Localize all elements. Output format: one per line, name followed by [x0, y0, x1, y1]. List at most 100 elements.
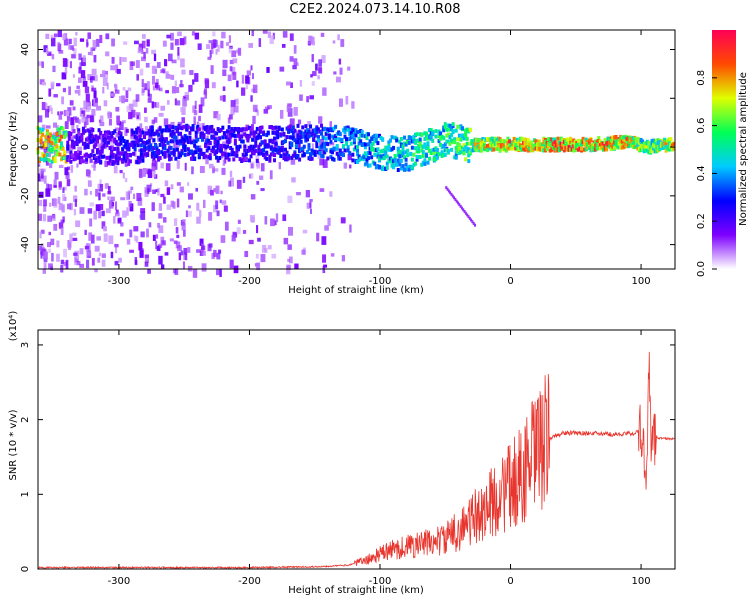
spectrogram-noise-cell: [148, 222, 152, 228]
spectrogram-ridge-cell: [41, 152, 45, 157]
spectrogram-ridge-cell: [634, 136, 638, 141]
spectrogram-ridge-cell: [202, 151, 206, 156]
spectrogram-ridge-cell: [78, 156, 82, 161]
spectrogram-ridge-cell: [332, 146, 336, 151]
spectrogram-noise-cell: [147, 268, 151, 274]
spectrogram-noise-cell: [47, 52, 52, 56]
spectrogram-noise-cell: [58, 181, 62, 188]
spectrogram-ridge-cell: [274, 130, 278, 135]
spectrogram-ridge-cell: [450, 147, 454, 152]
spectrogram-ridge-cell: [265, 150, 269, 155]
spectrogram-ridge-cell: [586, 145, 590, 150]
spectrogram-noise-cell: [94, 245, 100, 252]
spectrogram-noise-cell: [107, 110, 111, 119]
spectrogram-x-label: Height of straight line (km): [288, 285, 424, 296]
spectrogram-ridge-cell: [64, 159, 68, 164]
spectrogram-noise-cell: [74, 256, 77, 266]
spectrogram-noise-cell: [73, 208, 77, 216]
spectrogram-ridge-cell: [550, 137, 554, 142]
spectrogram-ridge-cell: [645, 141, 649, 146]
spectrogram-ridge-cell: [180, 126, 184, 131]
spectrogram-noise-cell: [139, 123, 143, 131]
spectrogram-ridge-cell: [114, 158, 118, 163]
spectrogram-ridge-cell: [645, 148, 649, 153]
spectrogram-ridge-cell: [316, 138, 320, 143]
spectrogram-noise-cell: [113, 165, 118, 174]
spectrogram-noise-cell: [103, 233, 108, 242]
spectrogram-ridge-cell: [157, 148, 161, 153]
spectrogram-noise-cell: [176, 182, 181, 186]
spectrogram-ridge-cell: [663, 145, 667, 150]
spectrogram-ridge-cell: [551, 145, 555, 150]
spectrogram-ridge-cell: [262, 153, 266, 158]
spectrogram-ridge-cell: [233, 141, 237, 146]
spectrogram-ridge-cell: [200, 134, 204, 139]
spectrogram-ridge-cell: [227, 157, 231, 162]
spectrogram-noise-cell: [83, 110, 86, 119]
spectrogram-noise-cell: [147, 187, 150, 194]
spectrogram-ridge-cell: [191, 152, 195, 157]
spectrogram-ridge-cell: [465, 141, 469, 146]
spectrogram-ridge-cell: [304, 129, 308, 134]
spectrogram-ridge-cell: [526, 138, 530, 143]
spectrogram-ridge-cell: [304, 124, 308, 129]
spectrogram-noise-cell: [198, 104, 203, 113]
spectrogram-ridge-cell: [260, 148, 264, 153]
spectrogram-ridge-cell: [440, 145, 444, 150]
spectrogram-ridge-cell: [569, 145, 573, 150]
spectrogram-ridge-cell: [641, 143, 645, 148]
spectrogram-noise-cell: [133, 226, 139, 232]
spectrogram-noise-cell: [77, 146, 82, 153]
spectrogram-ridge-cell: [307, 146, 311, 151]
spectrogram-ridge-cell: [298, 129, 302, 134]
spectrogram-noise-cell: [173, 218, 178, 226]
spectrogram-ridge-cell: [522, 143, 526, 148]
spectrogram-noise-cell: [79, 207, 85, 214]
spectrogram-ridge-cell: [619, 145, 623, 150]
spectrogram-ridge-cell: [390, 158, 394, 163]
spectrogram-ridge-cell: [175, 147, 179, 152]
spectrogram-ridge-cell: [171, 125, 175, 130]
spectrogram-ridge-cell: [612, 146, 616, 151]
spectrogram-noise-cell: [41, 124, 46, 131]
colorbar-tick-label: 0.2: [696, 213, 707, 229]
spectrogram-noise-cell: [83, 100, 88, 110]
spectrogram-ridge-cell: [291, 153, 295, 158]
spectrogram-noise-cell: [110, 251, 114, 259]
spectrogram-noise-cell: [49, 105, 52, 111]
spectrogram-ridge-cell: [152, 151, 156, 156]
spectrogram-ridge-cell: [584, 137, 588, 142]
spectrogram-noise-cell: [309, 208, 313, 214]
spectrogram-noise-cell: [99, 204, 104, 210]
spectrogram-ridge-cell: [594, 139, 598, 144]
spectrogram-noise-cell: [99, 115, 104, 123]
spectrogram-ridge-cell: [263, 139, 267, 144]
spectrogram-ridge-cell: [296, 123, 300, 128]
spectrogram-ridge-cell: [639, 147, 643, 152]
spectrogram-ridge-cell: [404, 157, 408, 162]
spectrogram-ridge-cell: [437, 134, 441, 139]
spectrogram-ridge-cell: [404, 167, 408, 172]
spectrogram-noise-cell: [200, 97, 205, 107]
spectrogram-noise-cell: [43, 205, 47, 212]
spectrogram-ridge-cell: [611, 135, 615, 140]
spectrogram-noise-cell: [119, 56, 122, 66]
spectrogram-ridge-cell: [285, 126, 289, 131]
spectrogram-ridge-cell: [631, 135, 635, 140]
spectrogram-noise-cell: [47, 215, 52, 222]
spectrogram-ridge-cell: [583, 142, 587, 147]
spectrogram-ridge-cell: [141, 130, 145, 135]
spectrogram-ridge-cell: [298, 149, 302, 154]
spectrogram-ridge-cell: [330, 147, 334, 152]
spectrogram-noise-cell: [293, 106, 298, 116]
spectrogram-ridge-cell: [323, 144, 327, 149]
spectrogram-noise-cell: [230, 100, 236, 107]
spectrogram-ridge-cell: [230, 152, 234, 157]
spectrogram-ridge-cell: [130, 128, 134, 133]
spectrogram-ridge-cell: [143, 148, 147, 153]
spectrogram-noise-cell: [91, 47, 96, 51]
spectrogram-ridge-cell: [274, 141, 278, 146]
spectrogram-ridge-cell: [128, 159, 132, 164]
spectrogram-ridge-cell: [497, 137, 501, 142]
spectrogram-ridge-cell: [622, 135, 626, 140]
